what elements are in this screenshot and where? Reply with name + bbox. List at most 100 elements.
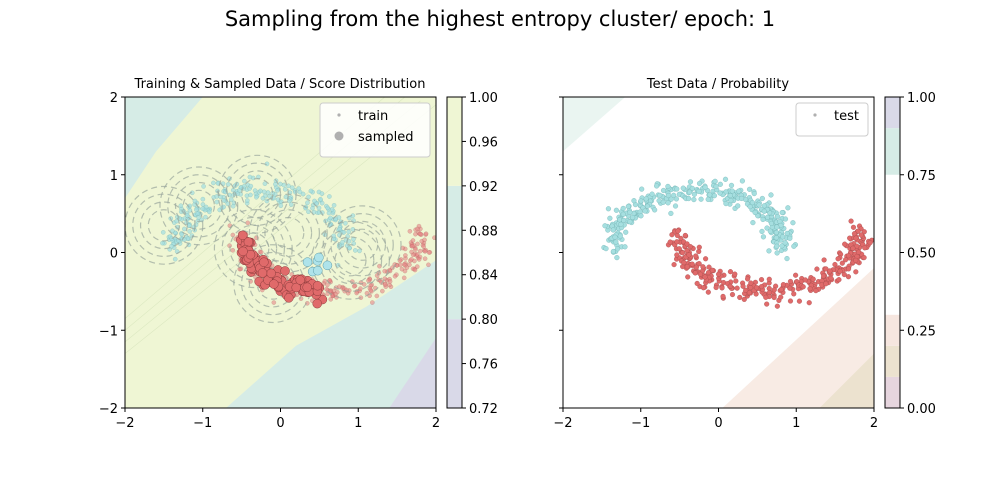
point-top-moon xyxy=(170,228,175,234)
region-top-left xyxy=(563,97,626,152)
point-bottom-moon xyxy=(700,264,706,270)
point-bottom-moon xyxy=(696,261,702,267)
sampling-circle xyxy=(241,178,274,211)
point-bottom-moon xyxy=(418,231,423,237)
point-top-moon xyxy=(331,203,337,208)
point-top-moon xyxy=(756,202,762,208)
point-bottom-moon xyxy=(848,218,854,224)
point-top-moon xyxy=(717,181,723,187)
sampled-point xyxy=(238,230,248,241)
point-bottom-moon xyxy=(716,271,722,277)
point-bottom-moon xyxy=(401,262,407,267)
point-top-moon xyxy=(774,224,780,230)
legend-marker xyxy=(337,113,341,117)
point-top-moon xyxy=(306,209,311,214)
point-bottom-moon xyxy=(841,272,847,278)
point-top-moon xyxy=(750,220,756,226)
point-top-moon xyxy=(784,230,790,236)
point-top-moon xyxy=(735,203,741,209)
point-top-moon xyxy=(729,188,735,194)
point-top-moon xyxy=(760,234,766,240)
point-bottom-moon xyxy=(258,249,264,255)
point-bottom-moon xyxy=(842,241,848,247)
point-top-moon xyxy=(723,201,729,207)
point-bottom-moon xyxy=(843,257,849,263)
point-bottom-moon xyxy=(399,266,405,272)
point-top-moon xyxy=(774,243,780,249)
point-top-moon xyxy=(247,174,253,180)
y-tick-label: 0 xyxy=(110,247,118,262)
point-top-moon xyxy=(698,196,704,202)
sampled-point xyxy=(280,266,290,276)
sampled-point-cyan xyxy=(313,265,323,276)
colorbar-frame xyxy=(446,96,463,409)
point-bottom-moon xyxy=(787,278,794,285)
point-top-moon xyxy=(644,203,651,209)
sampling-circle xyxy=(233,170,282,219)
point-bottom-moon xyxy=(705,270,712,276)
point-top-moon xyxy=(621,217,627,223)
point-top-moon xyxy=(643,196,649,202)
point-bottom-moon xyxy=(837,268,843,274)
point-bottom-moon xyxy=(413,231,418,237)
colorbar-band xyxy=(885,345,900,377)
point-top-moon xyxy=(195,211,200,216)
point-bottom-moon xyxy=(733,278,739,284)
point-top-moon xyxy=(306,194,311,200)
point-top-moon xyxy=(722,176,729,182)
point-bottom-moon xyxy=(835,256,841,262)
point-top-moon xyxy=(782,240,788,246)
point-top-moon xyxy=(245,198,250,203)
sampling-circle xyxy=(147,209,181,242)
region-mid-lower xyxy=(226,260,436,408)
sampling-circle xyxy=(125,185,204,265)
point-top-moon xyxy=(265,190,271,195)
sampling-circle xyxy=(272,216,305,250)
point-top-moon xyxy=(346,229,351,235)
point-bottom-moon xyxy=(374,293,380,299)
point-bottom-moon xyxy=(787,285,793,291)
point-top-moon xyxy=(207,209,212,215)
x-tick-label: −2 xyxy=(553,416,572,431)
sampling-circle xyxy=(338,220,387,269)
point-bottom-moon xyxy=(793,272,799,278)
point-top-moon xyxy=(705,196,711,202)
point-bottom-moon xyxy=(821,273,827,279)
point-bottom-moon xyxy=(669,232,675,238)
point-bottom-moon xyxy=(368,287,374,293)
point-top-moon xyxy=(328,215,333,221)
point-top-moon xyxy=(711,193,717,199)
plot-area xyxy=(563,97,874,408)
point-bottom-moon xyxy=(397,258,403,263)
point-top-moon xyxy=(262,181,268,186)
y-tick-label: −1 xyxy=(99,324,118,339)
point-top-moon xyxy=(614,255,620,261)
sampled-point xyxy=(284,293,294,303)
point-top-moon xyxy=(764,225,770,231)
sampling-circle xyxy=(132,193,196,257)
point-top-moon xyxy=(773,229,779,236)
point-top-moon xyxy=(691,191,697,197)
x-tick-label: −2 xyxy=(115,416,134,431)
point-bottom-moon xyxy=(758,277,765,283)
point-top-moon xyxy=(618,221,624,227)
point-bottom-moon xyxy=(810,276,816,282)
point-bottom-moon xyxy=(867,240,873,246)
point-bottom-moon xyxy=(324,286,329,292)
point-bottom-moon xyxy=(851,231,858,237)
sampled-point xyxy=(259,257,269,267)
point-bottom-moon xyxy=(855,228,861,234)
point-bottom-moon xyxy=(703,256,709,262)
point-top-moon xyxy=(187,229,192,234)
point-bottom-moon xyxy=(327,278,333,283)
point-top-moon xyxy=(200,196,206,202)
point-top-moon xyxy=(248,183,254,189)
point-bottom-moon xyxy=(380,288,385,294)
point-bottom-moon xyxy=(745,276,751,282)
point-bottom-moon xyxy=(693,253,699,259)
point-bottom-moon xyxy=(705,289,711,295)
point-bottom-moon xyxy=(853,235,859,241)
point-top-moon xyxy=(739,178,745,184)
sampling-circle xyxy=(322,205,402,285)
point-bottom-moon xyxy=(836,277,842,283)
